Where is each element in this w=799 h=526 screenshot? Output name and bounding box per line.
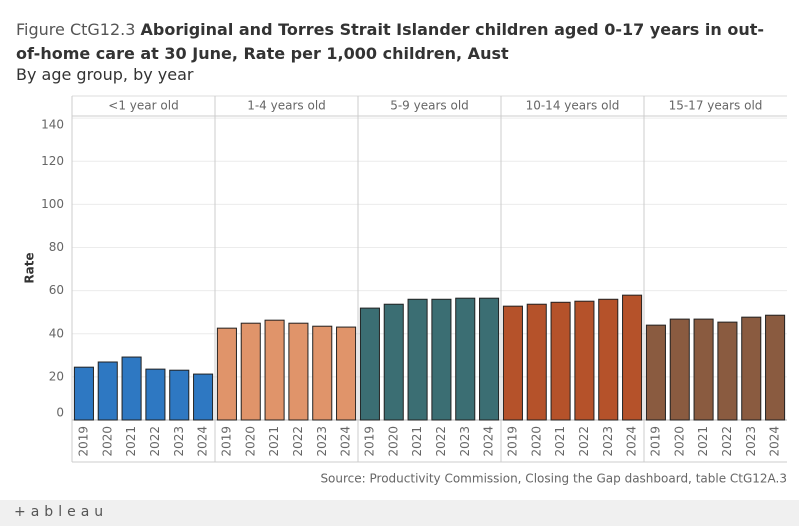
x-tick-label: 2023: [458, 426, 472, 457]
x-tick-label: 2019: [505, 426, 519, 457]
facet-label: 15-17 years old: [669, 99, 763, 113]
y-tick-label: 80: [49, 240, 64, 254]
y-tick-label: 100: [41, 197, 64, 211]
bar: [145, 368, 166, 421]
x-tick-label: 2023: [172, 426, 186, 457]
x-tick-label: 2023: [315, 426, 329, 457]
x-tick-label: 2019: [648, 426, 662, 457]
title-main: Aboriginal and Torres Strait Islander ch…: [16, 20, 764, 63]
bar: [312, 325, 333, 421]
x-tick-label: 2024: [196, 426, 210, 457]
title-prefix: Figure CtG12.3: [16, 20, 136, 39]
bar: [169, 369, 190, 421]
chart: Rate Source: Productivity Commission, Cl…: [23, 95, 787, 486]
bar: [383, 303, 404, 421]
x-tick-label: 2022: [291, 426, 305, 457]
x-tick-label: 2024: [339, 426, 353, 457]
bar: [479, 297, 500, 421]
bar: [216, 327, 237, 421]
facet-label: 10-14 years old: [526, 99, 620, 113]
x-tick-label: 2021: [267, 426, 281, 457]
bar: [693, 318, 714, 421]
x-tick-label: 2024: [625, 426, 639, 457]
facet-label: <1 year old: [108, 99, 178, 113]
bar: [574, 300, 595, 421]
bar: [121, 356, 142, 421]
bar: [336, 326, 357, 421]
y-tick-label: 140: [41, 118, 64, 132]
bar: [741, 316, 762, 421]
x-tick-label: 2020: [100, 426, 114, 457]
bar: [598, 298, 619, 421]
bar: [288, 322, 309, 421]
bar: [622, 294, 643, 421]
bar: [669, 318, 690, 421]
bar: [526, 303, 547, 421]
facet-label: 1-4 years old: [247, 99, 326, 113]
subtitle: By age group, by year: [16, 65, 194, 84]
facet-label: 5-9 years old: [390, 99, 469, 113]
bar: [264, 319, 285, 421]
x-tick-label: 2022: [577, 426, 591, 457]
bar: [240, 322, 261, 421]
bar: [359, 307, 380, 421]
x-tick-label: 2022: [148, 426, 162, 457]
y-tick-label: 20: [49, 369, 64, 383]
x-tick-label: 2019: [362, 426, 376, 457]
bar: [431, 298, 452, 421]
x-tick-label: 2023: [744, 426, 758, 457]
y-tick-label: 40: [49, 326, 64, 340]
bar: [73, 366, 94, 421]
bar: [193, 373, 214, 421]
x-tick-label: 2020: [386, 426, 400, 457]
x-tick-label: 2021: [553, 426, 567, 457]
title: Figure CtG12.3 Aboriginal and Torres Str…: [16, 18, 786, 66]
x-tick-label: 2022: [720, 426, 734, 457]
bar: [455, 297, 476, 421]
y-tick-label: 120: [41, 154, 64, 168]
bar: [645, 324, 666, 421]
bar: [765, 314, 786, 421]
x-tick-label: 2021: [696, 426, 710, 457]
x-tick-label: 2021: [410, 426, 424, 457]
x-tick-label: 2024: [768, 426, 782, 457]
x-tick-label: 2019: [76, 426, 90, 457]
bar: [97, 361, 118, 421]
x-tick-label: 2020: [243, 426, 257, 457]
footer: +ableau: [0, 500, 799, 526]
bar: [502, 305, 523, 421]
bar: [407, 298, 428, 421]
source: Source: Productivity Commission, Closing…: [320, 472, 787, 486]
x-tick-label: 2024: [482, 426, 496, 457]
logo: +ableau: [14, 504, 109, 520]
x-tick-label: 2022: [434, 426, 448, 457]
y-axis-label: Rate: [23, 252, 37, 283]
y-tick-label: 60: [49, 283, 64, 297]
x-tick-label: 2020: [672, 426, 686, 457]
x-tick-label: 2021: [124, 426, 138, 457]
x-tick-label: 2020: [529, 426, 543, 457]
bar: [550, 301, 571, 421]
bar: [717, 321, 738, 421]
x-tick-label: 2023: [601, 426, 615, 457]
x-tick-label: 2019: [219, 426, 233, 457]
y-tick-label: 0: [56, 406, 64, 420]
